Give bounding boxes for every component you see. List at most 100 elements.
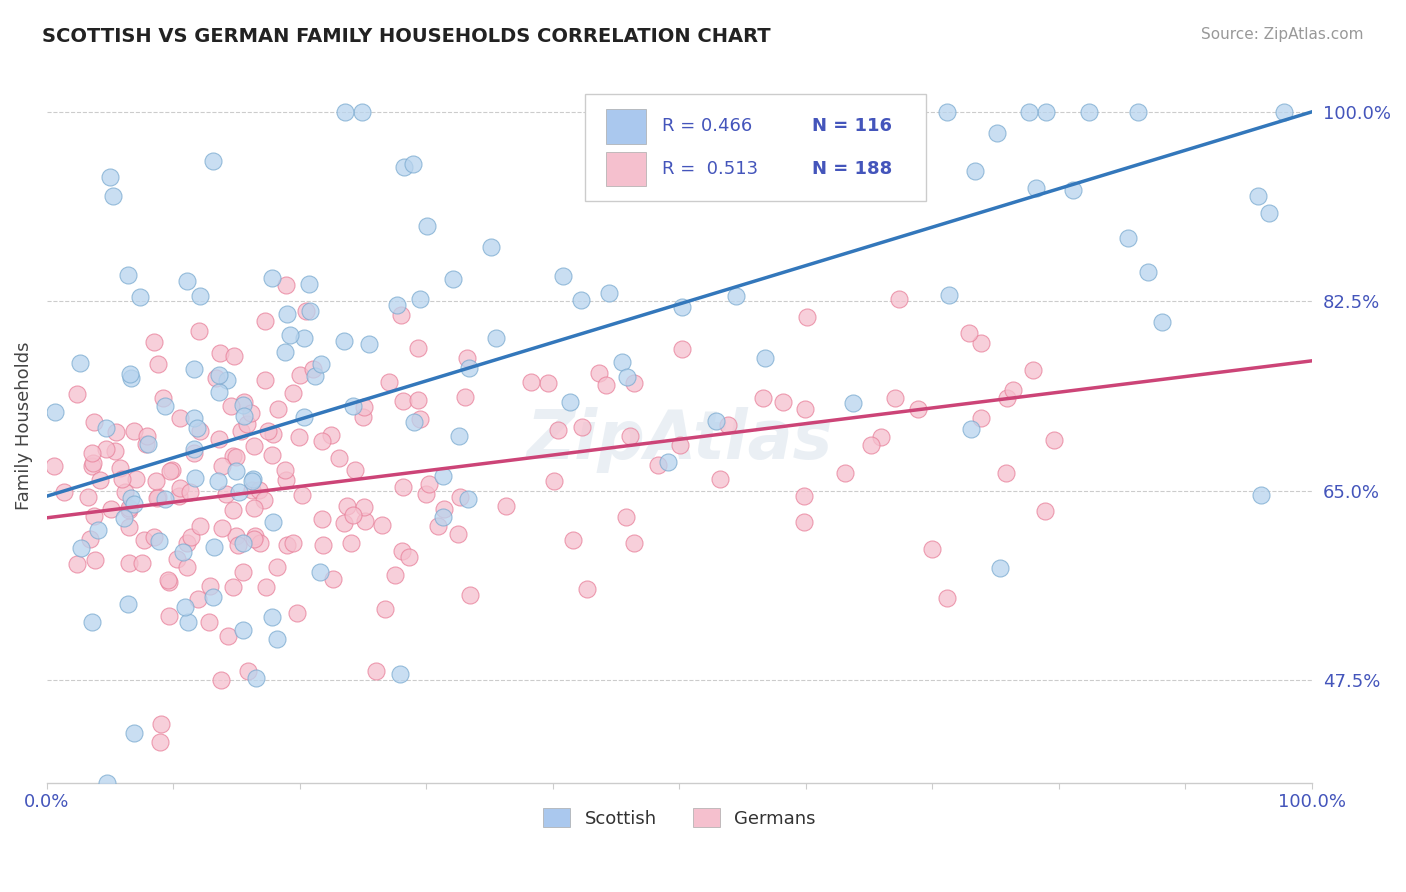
Point [117,598,139,612]
Point [311,512,333,526]
Point [443,271,465,285]
Point [186,421,208,435]
FancyBboxPatch shape [585,94,927,201]
Point [200,579,222,593]
Point [222,449,245,463]
Point [427,518,450,533]
Point [319,428,342,442]
Point [322,572,344,586]
Point [96,442,118,456]
Point [859,438,882,452]
Point [177,615,200,629]
Point [188,424,211,438]
Point [152,391,174,405]
Point [260,448,283,462]
Point [187,592,209,607]
Point [202,591,225,605]
Point [242,500,264,515]
Point [519,375,541,389]
Text: Source: ZipAtlas.com: Source: ZipAtlas.com [1201,27,1364,42]
Point [391,308,413,322]
Point [298,277,321,291]
FancyBboxPatch shape [606,153,647,186]
Point [240,483,263,497]
Point [96,776,118,790]
Point [183,442,205,457]
Point [353,400,375,414]
Point [100,501,122,516]
Text: N = 188: N = 188 [813,161,893,178]
Point [610,355,633,369]
Point [208,385,231,400]
Point [1002,383,1025,397]
Point [118,501,141,516]
Point [112,510,135,524]
Point [575,582,598,596]
Point [571,420,593,434]
Point [267,401,290,416]
Point [616,370,638,384]
Point [1018,104,1040,119]
Point [180,531,202,545]
Point [118,556,141,570]
Point [921,542,943,557]
Point [208,346,231,360]
Point [433,501,456,516]
Point [537,376,560,390]
Point [44,405,66,419]
Point [173,599,195,614]
Point [260,610,283,624]
Point [460,588,482,602]
Point [1246,189,1268,203]
Point [793,489,815,503]
Point [188,324,211,338]
Point [114,485,136,500]
Point [172,545,194,559]
Point [623,535,645,549]
Point [479,240,502,254]
Point [176,560,198,574]
Point [226,538,249,552]
Point [79,532,101,546]
Text: SCOTTISH VS GERMAN FAMILY HOUSEHOLDS CORRELATION CHART: SCOTTISH VS GERMAN FAMILY HOUSEHOLDS COR… [42,27,770,45]
Point [208,368,231,382]
Point [1137,265,1160,279]
Point [342,508,364,522]
Point [1078,104,1101,119]
Point [298,304,321,318]
Point [118,502,141,516]
Point [184,471,207,485]
Point [245,529,267,543]
Point [136,436,159,450]
Point [543,474,565,488]
Point [232,565,254,579]
Point [225,529,247,543]
Point [352,104,374,119]
Point [77,490,100,504]
Point [547,423,569,437]
Point [82,615,104,629]
Point [458,361,481,376]
Point [228,485,250,500]
Point [281,536,304,550]
Point [408,411,430,425]
Point [254,373,277,387]
Point [312,539,335,553]
Point [157,573,180,587]
Point [202,540,225,554]
Point [485,331,508,345]
Point [89,474,111,488]
Point [242,472,264,486]
Point [970,410,993,425]
Point [709,472,731,486]
Point [794,402,817,417]
Point [222,580,245,594]
Point [432,510,454,524]
Point [1062,183,1084,197]
Point [243,533,266,547]
Point [332,334,354,348]
Point [588,366,610,380]
Point [957,326,980,340]
Point [1272,104,1295,119]
Point [183,361,205,376]
